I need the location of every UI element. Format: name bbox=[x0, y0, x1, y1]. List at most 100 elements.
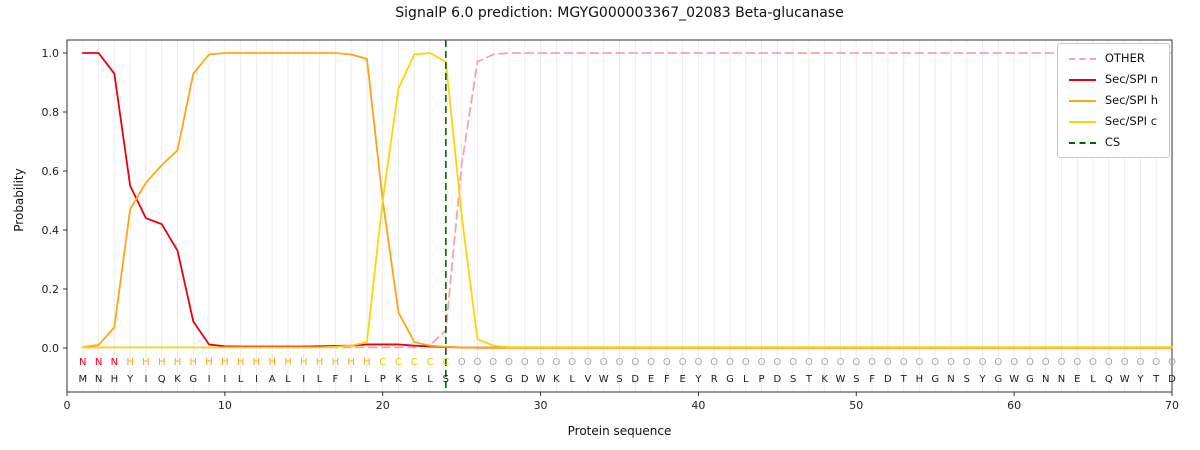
residue-letter: G bbox=[505, 374, 513, 385]
residue-letter: I bbox=[350, 374, 353, 385]
legend-swatch bbox=[1068, 57, 1096, 60]
residue-letter: T bbox=[805, 374, 813, 385]
residue-letter: E bbox=[648, 374, 654, 385]
region-label-letter: O bbox=[931, 357, 939, 368]
legend-swatch bbox=[1068, 141, 1096, 144]
region-label-letter: N bbox=[111, 357, 118, 368]
residue-letter: V bbox=[585, 374, 592, 385]
residue-letter: F bbox=[869, 374, 875, 385]
residue-letter: H bbox=[111, 374, 119, 385]
region-label-letter: H bbox=[158, 357, 166, 368]
residue-letter: W bbox=[599, 374, 609, 385]
region-label-letter: O bbox=[837, 357, 845, 368]
legend-item-cs: CS bbox=[1068, 136, 1158, 149]
region-label-letter: O bbox=[1089, 357, 1097, 368]
region-label-letter: O bbox=[947, 357, 955, 368]
residue-letter: L bbox=[427, 374, 433, 385]
residue-letter: S bbox=[443, 374, 449, 385]
series-line-sec-spi-h bbox=[81, 52, 1173, 349]
residue-letter: Y bbox=[1136, 374, 1144, 385]
region-label-letter: O bbox=[505, 357, 513, 368]
residue-letter: G bbox=[931, 374, 939, 385]
residue-letter: T bbox=[1152, 374, 1160, 385]
y-tick-label: 0.6 bbox=[42, 165, 60, 178]
region-label-letter: H bbox=[300, 357, 308, 368]
region-label-letter: O bbox=[852, 357, 860, 368]
residue-letter: R bbox=[711, 374, 718, 385]
residue-letter: F bbox=[664, 374, 670, 385]
region-label-letter: O bbox=[568, 357, 576, 368]
x-tick-label: 60 bbox=[1007, 399, 1021, 412]
legend-label: Sec/SPI c bbox=[1104, 114, 1158, 128]
y-tick-label: 0.4 bbox=[42, 224, 60, 237]
residue-letter: M bbox=[78, 374, 87, 385]
x-tick-label: 70 bbox=[1165, 399, 1179, 412]
region-label-letter: O bbox=[489, 357, 497, 368]
region-label-letter: O bbox=[616, 357, 624, 368]
legend: OTHER Sec/SPI n Sec/SPI h Sec/SPI c CS bbox=[1056, 43, 1170, 158]
legend-item-sec-spi-c: Sec/SPI c bbox=[1068, 114, 1158, 128]
region-label-letter: O bbox=[979, 357, 987, 368]
legend-swatch bbox=[1068, 78, 1096, 81]
legend-swatch bbox=[1068, 99, 1096, 102]
region-label-letter: O bbox=[726, 357, 734, 368]
region-label-letter: H bbox=[190, 357, 198, 368]
residue-letter: K bbox=[553, 374, 560, 385]
plot-box bbox=[66, 39, 1173, 393]
region-label-letter: O bbox=[1026, 357, 1034, 368]
x-tick-label: 10 bbox=[218, 399, 232, 412]
region-label-letter: O bbox=[789, 357, 797, 368]
residue-letter: G bbox=[726, 374, 734, 385]
series-line-sec-spi-n bbox=[81, 52, 1173, 349]
residue-letter: N bbox=[95, 374, 102, 385]
region-label-letter: H bbox=[363, 357, 371, 368]
region-label-letter: O bbox=[884, 357, 892, 368]
region-label-letter: O bbox=[663, 357, 671, 368]
residue-letter: D bbox=[884, 374, 892, 385]
legend-label: OTHER bbox=[1104, 51, 1145, 65]
region-label-letter: C bbox=[427, 357, 434, 368]
residue-letter: S bbox=[458, 374, 464, 385]
legend-label: Sec/SPI n bbox=[1104, 72, 1158, 86]
residue-letter: P bbox=[759, 374, 765, 385]
region-label-letter: O bbox=[521, 357, 529, 368]
region-label-letter: O bbox=[821, 357, 829, 368]
residue-letter: D bbox=[774, 374, 782, 385]
region-label-letter: O bbox=[679, 357, 687, 368]
residue-letter: L bbox=[285, 374, 291, 385]
region-label-letter: H bbox=[126, 357, 134, 368]
region-label-letter: H bbox=[237, 357, 245, 368]
region-label-letter: O bbox=[647, 357, 655, 368]
region-label-letter: O bbox=[1152, 357, 1160, 368]
y-tick-label: 0.0 bbox=[42, 342, 60, 355]
residue-letter: N bbox=[947, 374, 954, 385]
series-line-other bbox=[81, 52, 1173, 349]
region-label-letter: O bbox=[473, 357, 481, 368]
residue-letter: K bbox=[395, 374, 402, 385]
region-label-letter: O bbox=[1168, 357, 1176, 368]
residue-letter: T bbox=[900, 374, 908, 385]
region-label-letter: O bbox=[694, 357, 702, 368]
chart-title: SignalP 6.0 prediction: MGYG000003367_02… bbox=[395, 5, 844, 21]
residue-letter: N bbox=[1042, 374, 1049, 385]
region-label-letter: H bbox=[253, 357, 261, 368]
region-label-letter: O bbox=[631, 357, 639, 368]
region-label-letter: H bbox=[268, 357, 276, 368]
residue-letter: Y bbox=[126, 374, 134, 385]
residue-letter: D bbox=[521, 374, 529, 385]
region-label-letter: O bbox=[773, 357, 781, 368]
x-tick-label: 20 bbox=[376, 399, 390, 412]
region-label-letter: O bbox=[742, 357, 750, 368]
residue-letter: N bbox=[1058, 374, 1065, 385]
x-tick-label: 30 bbox=[534, 399, 548, 412]
residue-letter: I bbox=[255, 374, 258, 385]
residue-letter: Q bbox=[473, 374, 481, 385]
region-label-letter: O bbox=[1136, 357, 1144, 368]
residue-letter: P bbox=[380, 374, 386, 385]
region-label-letter: O bbox=[1042, 357, 1050, 368]
residue-letter: S bbox=[790, 374, 796, 385]
residue-letter: E bbox=[679, 374, 685, 385]
legend-swatch bbox=[1068, 120, 1096, 123]
residue-letter: F bbox=[332, 374, 338, 385]
